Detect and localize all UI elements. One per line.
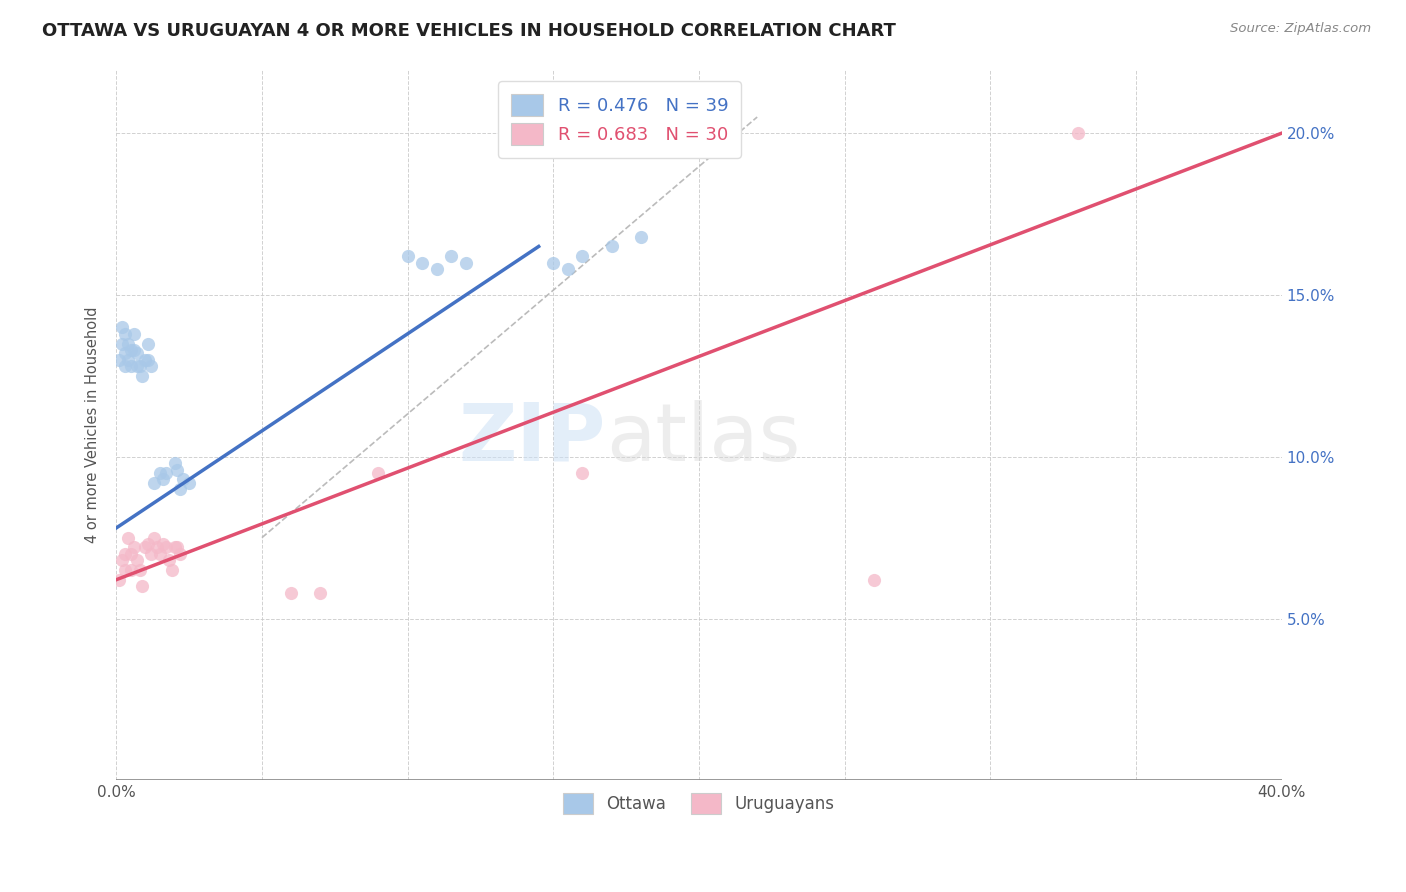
Point xyxy=(571,249,593,263)
Point xyxy=(125,359,148,374)
Point xyxy=(600,239,623,253)
Point xyxy=(309,585,332,599)
Point xyxy=(141,547,163,561)
Point xyxy=(117,352,139,367)
Point xyxy=(169,482,191,496)
Point xyxy=(280,585,302,599)
Point xyxy=(571,466,593,480)
Point xyxy=(131,579,153,593)
Text: OTTAWA VS URUGUAYAN 4 OR MORE VEHICLES IN HOUSEHOLD CORRELATION CHART: OTTAWA VS URUGUAYAN 4 OR MORE VEHICLES I… xyxy=(42,22,896,40)
Point xyxy=(143,531,166,545)
Point xyxy=(122,343,145,357)
Text: atlas: atlas xyxy=(606,400,800,477)
Point xyxy=(122,541,145,555)
Point xyxy=(157,553,180,567)
Point xyxy=(120,359,142,374)
Point xyxy=(172,472,194,486)
Point xyxy=(114,563,136,577)
Point xyxy=(163,541,186,555)
Point xyxy=(111,336,134,351)
Point xyxy=(155,466,177,480)
Point xyxy=(111,320,134,334)
Point xyxy=(131,368,153,383)
Text: ZIP: ZIP xyxy=(458,400,606,477)
Point xyxy=(134,352,156,367)
Point xyxy=(149,547,172,561)
Point xyxy=(114,326,136,341)
Point xyxy=(122,326,145,341)
Point xyxy=(117,531,139,545)
Point xyxy=(166,541,188,555)
Point xyxy=(125,346,148,360)
Point xyxy=(114,359,136,374)
Point xyxy=(166,463,188,477)
Point xyxy=(146,541,169,555)
Point xyxy=(541,255,564,269)
Point xyxy=(125,553,148,567)
Point xyxy=(136,352,159,367)
Point xyxy=(120,563,142,577)
Point xyxy=(143,475,166,490)
Legend: Ottawa, Uruguayans: Ottawa, Uruguayans xyxy=(551,781,846,825)
Point xyxy=(128,563,150,577)
Point xyxy=(136,336,159,351)
Point xyxy=(367,466,389,480)
Point xyxy=(111,553,134,567)
Point xyxy=(426,262,449,277)
Point xyxy=(557,262,579,277)
Point xyxy=(163,456,186,470)
Point xyxy=(160,563,183,577)
Point xyxy=(141,359,163,374)
Point xyxy=(152,472,174,486)
Point xyxy=(149,466,172,480)
Point xyxy=(396,249,419,263)
Point xyxy=(128,359,150,374)
Point xyxy=(862,573,884,587)
Point xyxy=(454,255,477,269)
Point xyxy=(114,547,136,561)
Point xyxy=(152,537,174,551)
Point xyxy=(120,343,142,357)
Point xyxy=(1066,126,1088,140)
Point xyxy=(177,475,200,490)
Point xyxy=(108,573,131,587)
Point xyxy=(169,547,191,561)
Point xyxy=(108,352,131,367)
Point xyxy=(114,346,136,360)
Point xyxy=(120,547,142,561)
Point xyxy=(440,249,463,263)
Point xyxy=(117,336,139,351)
Point xyxy=(630,229,652,244)
Point xyxy=(134,541,156,555)
Y-axis label: 4 or more Vehicles in Household: 4 or more Vehicles in Household xyxy=(86,306,100,542)
Point xyxy=(411,255,433,269)
Point xyxy=(155,541,177,555)
Text: Source: ZipAtlas.com: Source: ZipAtlas.com xyxy=(1230,22,1371,36)
Point xyxy=(136,537,159,551)
